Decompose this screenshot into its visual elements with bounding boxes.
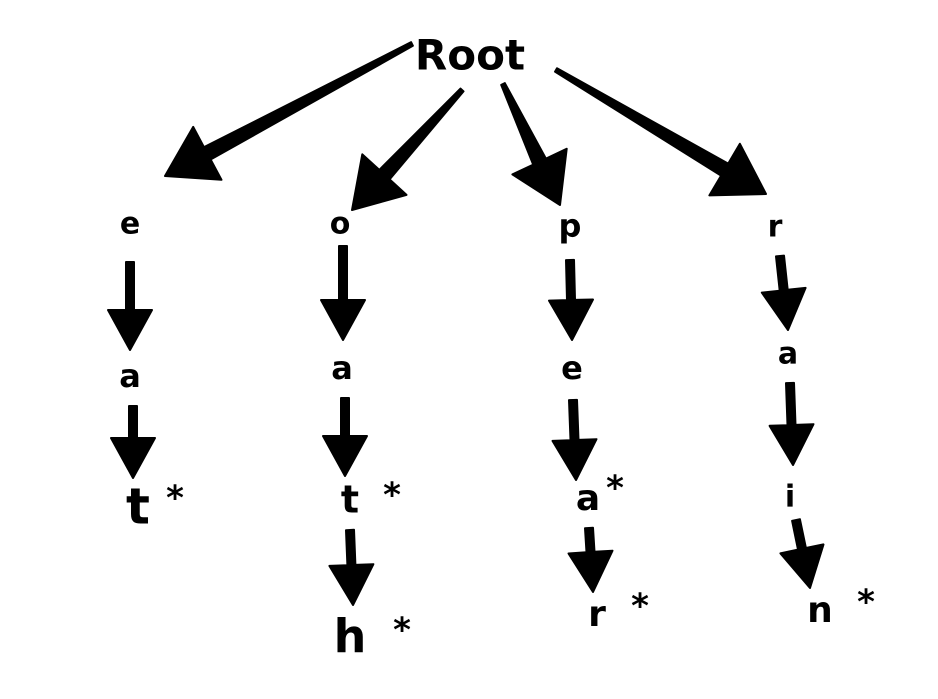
branch-3-node-3: n (807, 590, 833, 631)
branch-2-arrow-2 (567, 526, 614, 593)
branch-1-node-0: o (330, 207, 351, 242)
branch-2-arrow-0 (548, 258, 594, 341)
branch-0-arrow-0 (107, 261, 153, 351)
branch-3-arrow-1 (768, 381, 815, 466)
branch-3-node-2: i (785, 480, 795, 515)
branch-0-arrow-1 (110, 405, 156, 479)
root-node: Root (415, 31, 525, 80)
root-arrow-1 (351, 87, 465, 211)
branch-2-node-0: p (559, 207, 582, 245)
branch-2-end-marker-3: * (631, 587, 649, 627)
branch-2-node-3: r (588, 594, 606, 635)
branch-1-node-3: h (334, 610, 367, 664)
root-arrow-0 (164, 41, 414, 181)
branch-0-node-1: a (119, 357, 141, 395)
root-arrow-2 (500, 82, 568, 206)
branch-0-end-marker-2: * (166, 479, 184, 519)
branch-1-end-marker-3: * (393, 611, 411, 651)
branch-2-node-1: e (561, 349, 583, 387)
branch-0-node-0: e (120, 207, 140, 242)
branch-2-node-2: a (576, 478, 600, 519)
root-arrow-3 (554, 67, 767, 197)
branch-1-end-marker-2: * (383, 476, 401, 516)
branch-0-node-2: t (126, 478, 150, 536)
branch-1-arrow-0 (320, 245, 366, 341)
branch-3-node-1: a (778, 337, 798, 372)
branch-2-arrow-1 (551, 398, 598, 481)
branch-1-arrow-2 (328, 528, 375, 606)
branch-2-end-marker-2: * (606, 469, 624, 509)
branch-3-node-0: r (768, 210, 783, 245)
branch-1-node-2: t (341, 478, 359, 522)
branch-1-arrow-1 (322, 397, 368, 477)
branch-3-end-marker-3: * (857, 583, 875, 623)
branch-1-node-1: a (331, 349, 353, 387)
branch-3-arrow-0 (760, 254, 807, 331)
branch-3-arrow-2 (779, 518, 825, 589)
